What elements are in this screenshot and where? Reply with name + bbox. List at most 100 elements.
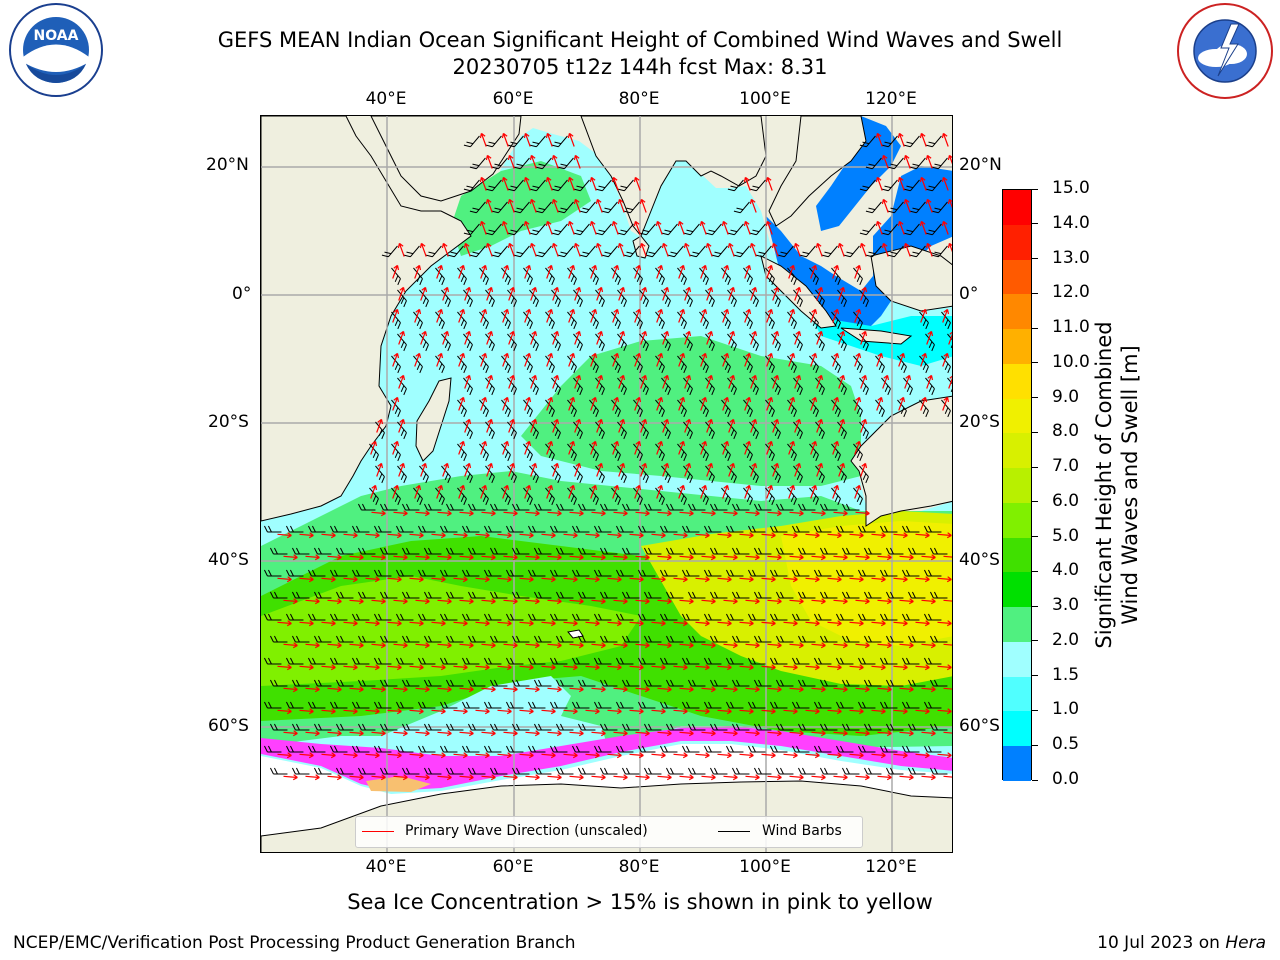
wave-direction-arrow [612,308,620,323]
wave-arrow-shape [739,532,754,539]
wave-direction-arrow [365,664,380,671]
wave-arrow-shape [700,308,708,323]
wave-arrow-shape [618,286,626,301]
wind-barb-shape [292,723,310,731]
wave-arrow-shape [679,510,694,517]
wave-arrow-shape [871,620,886,627]
wind-barb-shape [617,421,627,440]
wind-barb [859,377,869,396]
wave-direction-arrow [722,308,730,323]
colorbar-segment [1003,433,1031,469]
wave-arrow-shape [717,708,732,715]
wind-barb-shape [397,421,407,440]
wind-barb [699,443,709,462]
wave-direction-arrow [925,154,933,169]
wave-arrow-shape [854,484,862,499]
wind-barb-shape [529,289,539,308]
wind-barb-shape [286,657,304,665]
wave-direction-arrow [744,308,752,323]
wave-direction-arrow [475,708,490,715]
wave-direction-arrow [788,308,796,323]
wave-direction-arrow [860,462,868,477]
wave-direction-arrow [897,220,905,235]
wind-barb-shape [887,201,904,214]
wind-barb [506,701,524,709]
wave-arrow-shape [723,510,738,517]
wind-barb [726,613,744,621]
wave-direction-arrow [943,774,952,781]
wave-direction-arrow [728,330,736,345]
wind-barb [633,355,643,374]
wind-barb-shape [611,355,621,374]
colorbar-tick-label: 3.0 [1052,595,1080,616]
wave-direction-arrow [305,730,320,737]
wind-barb [468,547,486,555]
wind-barb [572,657,590,665]
wave-direction-arrow [640,286,648,301]
wave-direction-arrow [387,532,402,539]
lon-bottom-100e: 100°E [739,857,791,877]
wave-arrow-shape [393,642,408,649]
wave-arrow-shape [893,664,908,671]
wind-barb [886,767,904,775]
wave-arrow-shape [497,620,512,627]
wind-barb [330,613,348,621]
wind-barb-shape [424,767,442,775]
wind-barb-shape [798,591,816,599]
wave-direction-arrow [744,264,752,279]
wind-barb [699,267,709,286]
wave-direction-arrow [420,462,428,477]
wind-barb-shape [749,333,759,352]
wind-barb [837,465,847,484]
wave-arrow-shape [717,752,732,759]
wind-barb [391,355,401,374]
wave-direction-arrow [596,286,604,301]
wave-direction-arrow [634,484,642,499]
wave-direction-arrow [899,642,914,649]
wind-barb [688,679,706,687]
wind-barb [578,503,596,511]
wind-barb [638,613,656,621]
wind-barb [308,613,326,621]
wind-barb-shape [391,355,401,374]
wind-barb-shape [545,399,555,418]
wind-barb-shape [853,311,863,330]
wave-direction-arrow [486,462,494,477]
wind-barb [512,503,530,511]
wave-direction-arrow [805,620,820,627]
wind-barb [512,679,530,687]
wind-barb [754,679,772,687]
wave-direction-arrow [860,374,868,389]
wind-barb-shape [358,547,376,555]
wave-arrow-shape [343,532,358,539]
wave-direction-arrow [651,532,666,539]
wave-direction-arrow [635,642,650,649]
wind-barb-shape [551,179,568,192]
wind-barb [529,179,546,192]
wave-arrow-shape [722,440,730,455]
wind-barb-shape [491,157,508,170]
wave-direction-arrow [481,730,496,737]
wind-barb-shape [732,723,750,731]
wave-direction-arrow [904,374,912,389]
wind-barb-shape [748,613,766,621]
wave-direction-arrow [508,418,516,433]
wind-barb-shape [909,201,926,214]
wave-direction-arrow [679,730,694,737]
wave-arrow-shape [833,730,848,737]
wave-arrow-shape [299,664,314,671]
wind-barb-shape [440,701,458,709]
wave-direction-arrow [546,396,554,411]
wave-direction-arrow [436,308,444,323]
wave-direction-arrow [393,774,408,781]
wave-arrow-shape [398,330,406,345]
wind-barb-shape [902,569,920,577]
wind-barb [754,767,772,775]
wind-barb-shape [859,135,876,148]
wave-direction-arrow [519,708,534,715]
wind-barb [440,701,458,709]
wave-direction-arrow [397,242,405,257]
wind-barb-shape [529,179,546,192]
wind-barb [930,591,948,599]
wave-direction-arrow [854,308,862,323]
